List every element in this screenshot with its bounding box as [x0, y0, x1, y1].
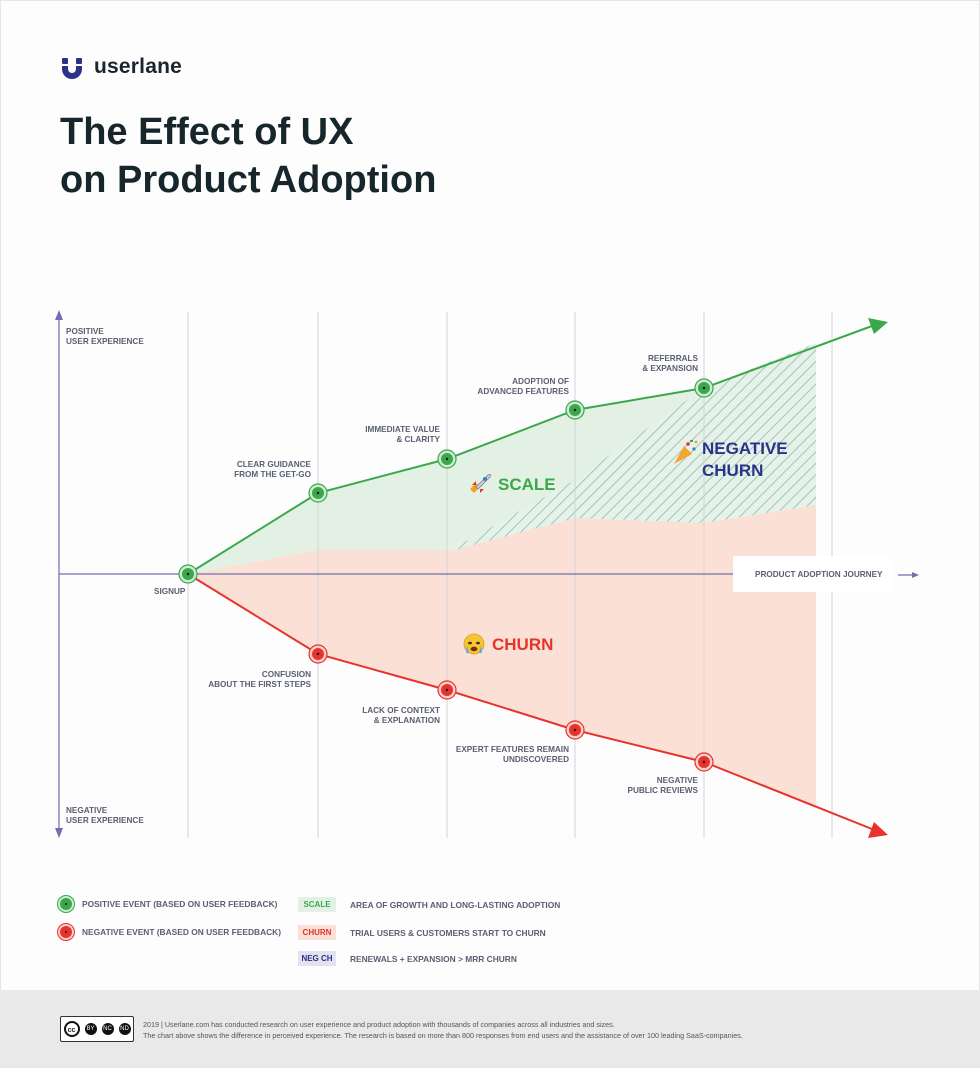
positive-event-label: ADOPTION OF	[512, 377, 569, 386]
negative-event-label: UNDISCOVERED	[503, 755, 569, 764]
positive-event-node	[694, 378, 714, 398]
footer-line-1: 2019 | Userlane.com has conducted resear…	[143, 1020, 615, 1029]
signup-label: SIGNUP	[154, 587, 186, 596]
positive-dot-icon	[58, 896, 74, 912]
positive-event-label: REFERRALS	[648, 354, 699, 363]
footer: cc BY NC ND 2019 | Userlane.com has cond…	[0, 990, 980, 1068]
churn-tag: CHURN	[298, 925, 336, 940]
negative-event-label: PUBLIC REVIEWS	[627, 786, 698, 795]
legend-churn-text: TRIAL USERS & CUSTOMERS START TO CHURN	[350, 927, 546, 938]
legend-positive-text: POSITIVE EVENT (BASED ON USER FEEDBACK)	[82, 899, 278, 909]
negative-event-node	[308, 644, 328, 664]
negative-event-label: & EXPLANATION	[374, 716, 440, 725]
positive-event-node	[565, 400, 585, 420]
x-axis	[59, 572, 919, 578]
negative-arrowhead	[868, 822, 888, 838]
legend-negative: NEGATIVE EVENT (BASED ON USER FEEDBACK)	[58, 924, 281, 940]
positive-ux-label-2: USER EXPERIENCE	[66, 337, 144, 346]
creative-commons-icon: cc BY NC ND	[60, 1016, 134, 1042]
positive-ux-label-1: POSITIVE	[66, 327, 104, 336]
scale-label: SCALE	[498, 475, 556, 494]
scale-tag: SCALE	[298, 897, 336, 912]
brand-name: userlane	[94, 55, 182, 78]
positive-event-label: & CLARITY	[396, 435, 440, 444]
churn-label: CHURN	[492, 635, 553, 654]
churn-area	[188, 505, 816, 808]
positive-event-node	[437, 449, 457, 469]
brand-logo: userlane	[60, 55, 182, 79]
negative-event-label: EXPERT FEATURES REMAIN	[456, 745, 569, 754]
footer-text: 2019 | Userlane.com has conducted resear…	[143, 1019, 743, 1041]
negative-ux-label-2: USER EXPERIENCE	[66, 816, 144, 825]
legend-negative-churn: NEG CH RENEWALS + EXPANSION > MRR CHURN	[298, 951, 517, 966]
legend-churn: CHURN TRIAL USERS & CUSTOMERS START TO C…	[298, 925, 546, 940]
signup-node	[178, 564, 198, 584]
legend-negative-text: NEGATIVE EVENT (BASED ON USER FEEDBACK)	[82, 927, 281, 937]
adoption-diagram: PRODUCT ADOPTION JOURNEY POSITIVE USER E…	[55, 310, 919, 838]
negative-event-label: ABOUT THE FIRST STEPS	[208, 680, 311, 689]
positive-arrowhead	[868, 318, 888, 334]
legend-positive: POSITIVE EVENT (BASED ON USER FEEDBACK)	[58, 896, 277, 912]
journey-label-box	[733, 556, 893, 592]
negative-ux-label-1: NEGATIVE	[66, 806, 108, 815]
legend-negch-text: RENEWALS + EXPANSION > MRR CHURN	[350, 953, 517, 964]
userlane-logo-icon	[62, 58, 82, 79]
positive-event-label: IMMEDIATE VALUE	[365, 425, 440, 434]
page-title: The Effect of UX on Product Adoption	[60, 108, 436, 204]
journey-label: PRODUCT ADOPTION JOURNEY	[755, 570, 883, 579]
cc-logo-icon: cc	[63, 1021, 80, 1037]
negative-event-label: NEGATIVE	[657, 776, 699, 785]
negative-event-node	[694, 752, 714, 772]
negative-path	[187, 573, 873, 830]
legend-scale: SCALE AREA OF GROWTH AND LONG-LASTING AD…	[298, 897, 560, 912]
negative-event-node	[565, 720, 585, 740]
positive-event-label: FROM THE GET-GO	[234, 470, 312, 479]
positive-path	[187, 325, 873, 575]
negative-dot-icon	[58, 924, 74, 940]
legend: POSITIVE EVENT (BASED ON USER FEEDBACK) …	[58, 896, 938, 976]
cc-nc-icon: NC	[101, 1023, 114, 1035]
positive-event-label: CLEAR GUIDANCE	[237, 460, 312, 469]
negative-event-label: CONFUSION	[262, 670, 311, 679]
crying-face-icon	[463, 633, 485, 655]
positive-event-label: & EXPANSION	[642, 364, 698, 373]
cc-by-icon: BY	[84, 1023, 97, 1035]
footer-line-2: The chart above shows the difference in …	[143, 1031, 743, 1040]
negative-churn-label-1: NEGATIVE	[702, 439, 788, 458]
positive-event-label: ADVANCED FEATURES	[477, 387, 569, 396]
title-line-2: on Product Adoption	[60, 159, 437, 201]
title-line-1: The Effect of UX	[60, 111, 354, 153]
negative-event-label: LACK OF CONTEXT	[362, 706, 440, 715]
negative-churn-label-2: CHURN	[702, 461, 763, 480]
negative-event-node	[437, 680, 457, 700]
rocket-icon	[470, 473, 492, 493]
negative-churn-area	[447, 343, 816, 552]
legend-scale-text: AREA OF GROWTH AND LONG-LASTING ADOPTION	[350, 899, 561, 910]
party-popper-icon	[674, 440, 698, 464]
negch-tag: NEG CH	[298, 951, 336, 966]
cc-nd-icon: ND	[118, 1023, 131, 1035]
positive-event-node	[308, 483, 328, 503]
